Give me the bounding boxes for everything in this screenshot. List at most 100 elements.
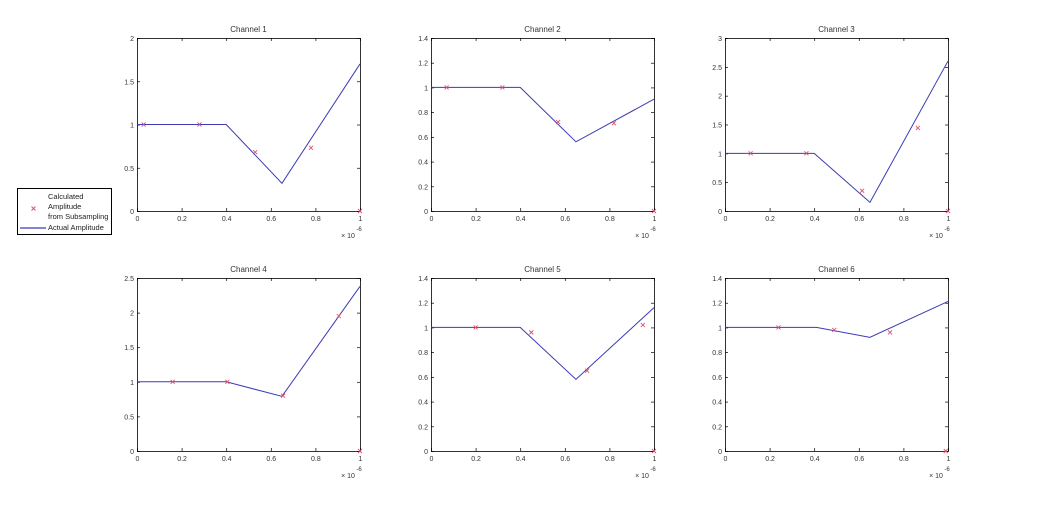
subplot-channel-4: Channel 4 0 0.2 0.4 0.6 0.8 1 0 0.5 1 1.5 2 2.5 × 10-… [124,265,362,480]
legend: Calculated Amplitude from Subsampling Ac… [17,188,112,235]
y-tick-label: 1.2 [418,61,428,68]
y-tick-label: 1 [130,380,134,387]
y-tick-label: 0.2 [712,424,722,431]
x-tick-label: 1 [359,216,363,223]
x-tick-label: 0 [136,216,140,223]
y-tick-label: 0.6 [418,135,428,142]
y-tick-label: 0.8 [418,110,428,117]
y-tick-label: 0 [424,449,428,456]
x-tick-label: 0.2 [177,216,187,223]
x-marker-icon [776,325,781,330]
x-marker-icon [473,325,478,330]
x-tick-label: 1 [947,456,951,463]
actual-amplitude-line [137,286,361,397]
x-tick-label: 0.6 [266,216,276,223]
y-tick-label: 1 [718,151,722,158]
x-marker-icon [308,145,314,151]
y-tick-label: 0.4 [418,160,428,167]
x-multiplier-label: × 10 [635,473,649,480]
y-tick-label: 1 [130,123,134,130]
x-marker-icon [943,448,949,454]
y-tick-label: 0.2 [418,184,428,191]
chart-title: Channel 3 [818,25,855,34]
y-tick-label: 0.6 [712,375,722,382]
x-marker-icon [197,122,202,127]
y-tick-label: 3 [718,36,722,43]
y-tick-label: 0.5 [124,166,134,173]
x-tick-label: 0.4 [516,216,526,223]
x-tick-label: 0.8 [311,456,321,463]
actual-amplitude-line [431,86,655,143]
chart-title: Channel 1 [230,25,267,34]
y-tick-label: 2 [130,311,134,318]
x-tick-label: 0.8 [311,216,321,223]
x-tick-label: 0.2 [765,216,775,223]
x-tick-label: 0.4 [516,456,526,463]
y-tick-label: 2 [130,36,134,43]
x-marker-icon [651,448,657,454]
x-multiplier-label: × 10 [341,233,355,240]
y-tick-label: 0.5 [124,414,134,421]
y-tick-label: 1.2 [418,301,428,308]
x-tick-label: 0.6 [266,456,276,463]
chart-title: Channel 4 [230,265,267,274]
x-marker-icon [252,149,258,155]
x-marker-icon [280,393,286,398]
y-tick-label: 0 [718,209,722,216]
x-marker-icon [651,208,657,214]
y-tick-label: 0.4 [418,400,428,407]
x-tick-label: 0.4 [810,456,820,463]
x-tick-label: 0.2 [471,456,481,463]
subplot-channel-3: Channel 3 0 0.2 0.4 0.6 0.8 1 0 0.5 1 1.5 2 2.5 3 × 10… [712,25,950,240]
y-tick-label: 0.4 [712,400,722,407]
chart-title: Channel 2 [524,25,561,34]
chart-title: Channel 6 [818,265,855,274]
x-marker-icon [831,327,837,333]
x-multiplier-exponent: -6 [356,227,362,233]
x-multiplier-exponent: -6 [944,227,950,233]
x-tick-label: 0.4 [810,216,820,223]
x-marker-icon [748,151,753,156]
subplot-grid: Channel 10 0.2 0.4 0.6 0.8 100.511.52× 10-6Ch… [124,25,950,480]
x-tick-label: 0.2 [471,216,481,223]
axes-frame [431,38,655,212]
x-marker-icon [336,313,342,319]
chart-title: Channel 5 [524,265,561,274]
x-multiplier-exponent: -6 [650,467,656,473]
x-tick-label: 0.8 [899,456,909,463]
y-tick-label: 1.2 [712,301,722,308]
x-marker-icon [611,120,617,126]
y-tick-label: 1 [718,325,722,332]
y-tick-label: 1 [424,85,428,92]
x-marker-icon [555,119,561,125]
y-tick-label: 0 [718,449,722,456]
y-tick-label: 1.5 [124,79,134,86]
x-marker-icon [170,379,175,385]
x-tick-label: 0 [430,216,434,223]
x-marker-icon [444,85,449,90]
y-tick-label: 0 [130,209,134,216]
x-marker-icon [804,151,809,156]
subplot-channel-1: Channel 1 0 0.2 0.4 0.6 0.8 1 0 0.5 1 1.5 2 × 10-6 [124,25,362,240]
axes-frame [137,278,361,452]
x-tick-label: 1 [653,216,657,223]
x-tick-label: 0.4 [222,216,232,223]
y-tick-label: 0 [424,209,428,216]
x-marker-icon [945,208,951,214]
actual-amplitude-line [725,301,949,338]
legend-symbols [20,206,46,229]
legend-label-line: Actual Amplitude [48,223,104,232]
x-tick-label: 0.6 [854,456,864,463]
x-tick-label: 0.8 [899,216,909,223]
actual-amplitude-line [725,60,949,204]
y-tick-label: 1 [424,325,428,332]
x-marker-icon [915,125,921,131]
subplot-channel-2: Channel 2 0 0.2 0.4 0.6 0.8 1 0 0.2 0.4 0.6 0.8 1 1.2… [418,25,656,240]
x-multiplier-exponent: -6 [944,467,950,473]
x-multiplier-label: × 10 [929,473,943,480]
x-marker-icon [357,208,363,214]
x-multiplier-label: × 10 [635,233,649,240]
x-marker-icon [500,85,505,90]
y-tick-label: 0.8 [418,350,428,357]
